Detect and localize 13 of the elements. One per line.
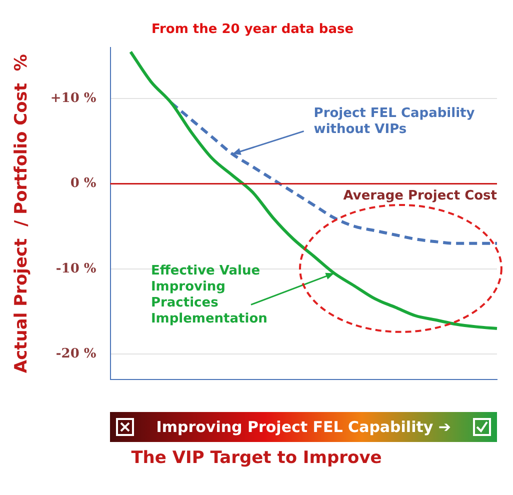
x-axis-title: Improving Project FEL Capability ➔ [156,418,451,436]
text: Project FEL Capability without VIPs [314,106,476,138]
y-tick-label: -10 % [56,261,97,276]
y-tick-label: 0 % [70,176,97,192]
y-tick-label: +10 % [50,91,97,106]
y-axis-title: Actual Project / Portfolio Cost % [12,54,32,374]
ref-line-label: Average Project Cost [343,188,497,204]
line-series [170,101,498,245]
text: Effective Value Improving Practices Implementation [150,264,268,327]
text: The VIP Target to Improve [130,448,383,468]
y-tick-label: -20 % [56,346,97,362]
line-series [129,50,498,330]
chart-title: From the 20 year data base [151,22,354,38]
